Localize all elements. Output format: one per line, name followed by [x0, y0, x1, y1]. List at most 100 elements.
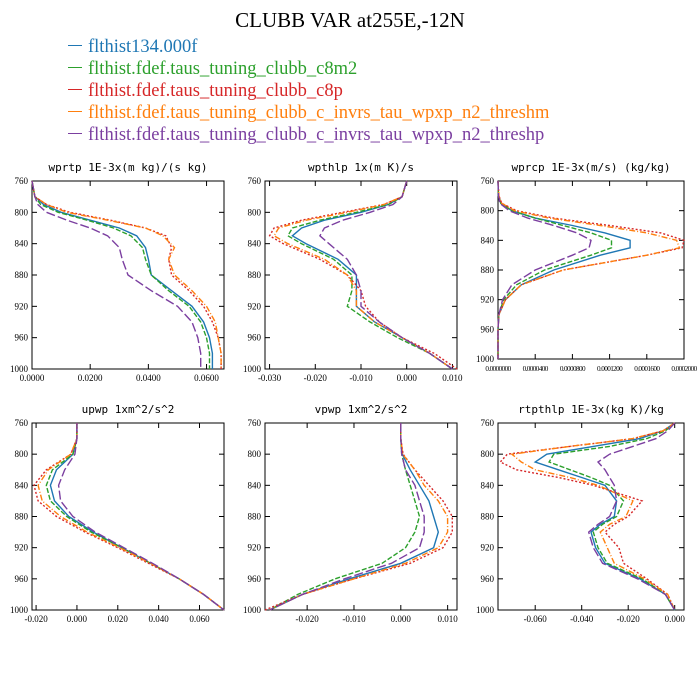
plot-frame: [264, 422, 458, 611]
series-line: [31, 180, 222, 369]
x-tick-label: -0.040: [570, 614, 594, 624]
legend: flthist134.000f flthist.fdef.taus_tuning…: [68, 36, 549, 146]
y-tick-label: 760: [15, 418, 29, 428]
chart-title: wprcp 1E-3x(m/s) (kg/kg): [512, 161, 671, 174]
y-tick-label: 1000: [476, 354, 495, 364]
x-tick-label: 0.020: [108, 614, 129, 624]
y-tick-label: 800: [481, 206, 495, 216]
x-tick-label: -0.010: [349, 373, 373, 383]
legend-swatch: [68, 44, 82, 46]
series-line: [269, 423, 425, 611]
legend-item: flthist.fdef.taus_tuning_clubb_c8m2: [68, 58, 549, 80]
chart-panel: upwp 1xm^2/s^2 760 800 840 880 920 960 1000-0.0…: [10, 403, 225, 624]
y-tick-label: 760: [481, 418, 495, 428]
chart-title: rtpthlp 1E-3x(kg K)/kg: [518, 403, 664, 416]
x-tick-label: 0.000: [397, 373, 418, 383]
plot-frame: [497, 422, 685, 611]
chart-panel: vpwp 1xm^2/s^2 760 800 840 880 920 960 1000 -0.0…: [243, 403, 458, 624]
y-tick-label: 920: [481, 295, 495, 305]
y-tick-label: 840: [481, 480, 495, 490]
x-tick-label: 0.010: [438, 614, 459, 624]
x-tick-label: 0.0200: [78, 373, 103, 383]
legend-label: flthist.fdef.taus_tuning_clubb_c8m2: [88, 58, 358, 79]
y-tick-label: 880: [15, 512, 29, 522]
x-tick-label: 0.060: [189, 614, 210, 624]
y-tick-label: 760: [481, 176, 495, 186]
y-tick-label: 880: [481, 265, 495, 275]
x-tick-label: -0.010: [342, 614, 366, 624]
series-line: [273, 180, 453, 370]
y-tick-label: 920: [481, 543, 495, 553]
chart-title: vpwp 1xm^2/s^2: [315, 403, 408, 416]
y-tick-label: 880: [15, 270, 29, 280]
y-tick-label: 960: [248, 574, 262, 584]
x-tick-label: 0.0400: [136, 373, 161, 383]
series-line: [31, 180, 211, 369]
series-line: [57, 423, 225, 611]
y-tick-label: 840: [15, 239, 29, 249]
x-tick-label: 0.0000: [20, 373, 45, 383]
y-tick-label: 920: [248, 301, 262, 311]
series-line: [510, 422, 676, 611]
y-tick-label: 960: [481, 324, 495, 334]
x-tick-label: -0.020: [304, 373, 328, 383]
y-tick-label: 960: [248, 333, 262, 343]
y-tick-label: 800: [481, 449, 495, 459]
x-tick-label: 0.0000400: [523, 365, 549, 373]
series-line: [497, 180, 592, 359]
series-line: [533, 422, 676, 611]
legend-item: flthist134.000f: [68, 36, 549, 58]
chart-panel: wprcp 1E-3x(m/s) (kg/kg) 760 800 840 880 920 9…: [476, 161, 698, 373]
y-tick-label: 840: [248, 239, 262, 249]
y-tick-label: 920: [15, 301, 29, 311]
series-line: [319, 180, 453, 370]
y-tick-label: 1000: [243, 605, 262, 615]
legend-label: flthist.fdef.taus_tuning_clubb_c8p: [88, 80, 343, 101]
y-tick-label: 1000: [476, 605, 495, 615]
legend-swatch: [68, 66, 82, 68]
x-tick-label: -0.060: [524, 614, 548, 624]
x-tick-label: 0.0000800: [560, 365, 586, 373]
series-line: [286, 180, 453, 370]
x-tick-label: 0.0000000: [485, 365, 511, 373]
x-tick-label: 0.000: [67, 614, 88, 624]
series-line: [269, 423, 440, 611]
series-line: [497, 180, 681, 359]
y-tick-label: 800: [15, 449, 29, 459]
y-tick-label: 760: [248, 418, 262, 428]
legend-swatch: [68, 132, 82, 134]
y-tick-label: 800: [15, 207, 29, 217]
series-line: [587, 422, 676, 611]
y-tick-label: 960: [15, 574, 29, 584]
chart-panel: wpthlp 1x(m K)/s7608008408809209601000-0…: [243, 161, 463, 383]
legend-swatch: [68, 88, 82, 90]
series-line: [497, 180, 685, 359]
y-tick-label: 960: [15, 333, 29, 343]
x-tick-label: 0.010: [442, 373, 463, 383]
y-tick-label: 1000: [243, 364, 262, 374]
y-tick-label: 880: [248, 512, 262, 522]
x-tick-label: 0.0600: [194, 373, 219, 383]
x-tick-label: 0.0002000: [671, 365, 697, 373]
y-tick-label: 880: [481, 512, 495, 522]
x-tick-label: -0.020: [617, 614, 641, 624]
y-tick-label: 1000: [10, 364, 29, 374]
y-tick-label: 880: [248, 270, 262, 280]
page-title: CLUBB VAR at255E,-12N: [235, 8, 465, 32]
series-line: [291, 180, 453, 370]
series-line: [499, 422, 676, 611]
chart-title: wprtp 1E-3x(m kg)/(s kg): [49, 161, 208, 174]
y-tick-label: 920: [15, 543, 29, 553]
series-line: [49, 423, 225, 611]
y-tick-label: 920: [248, 543, 262, 553]
chart-panel: wprtp 1E-3x(m kg)/(s kg) 760 800 840 880 920 9…: [10, 161, 225, 383]
plot-frame: [497, 180, 685, 360]
series-line: [31, 180, 214, 369]
y-tick-label: 1000: [10, 605, 29, 615]
series-line: [31, 180, 222, 369]
series-line: [37, 423, 225, 611]
legend-label: flthist134.000f: [88, 36, 198, 57]
legend-item: flthist.fdef.taus_tuning_clubb_c_invrs_t…: [68, 102, 549, 124]
legend-item: flthist.fdef.taus_tuning_clubb_c8p: [68, 80, 549, 102]
